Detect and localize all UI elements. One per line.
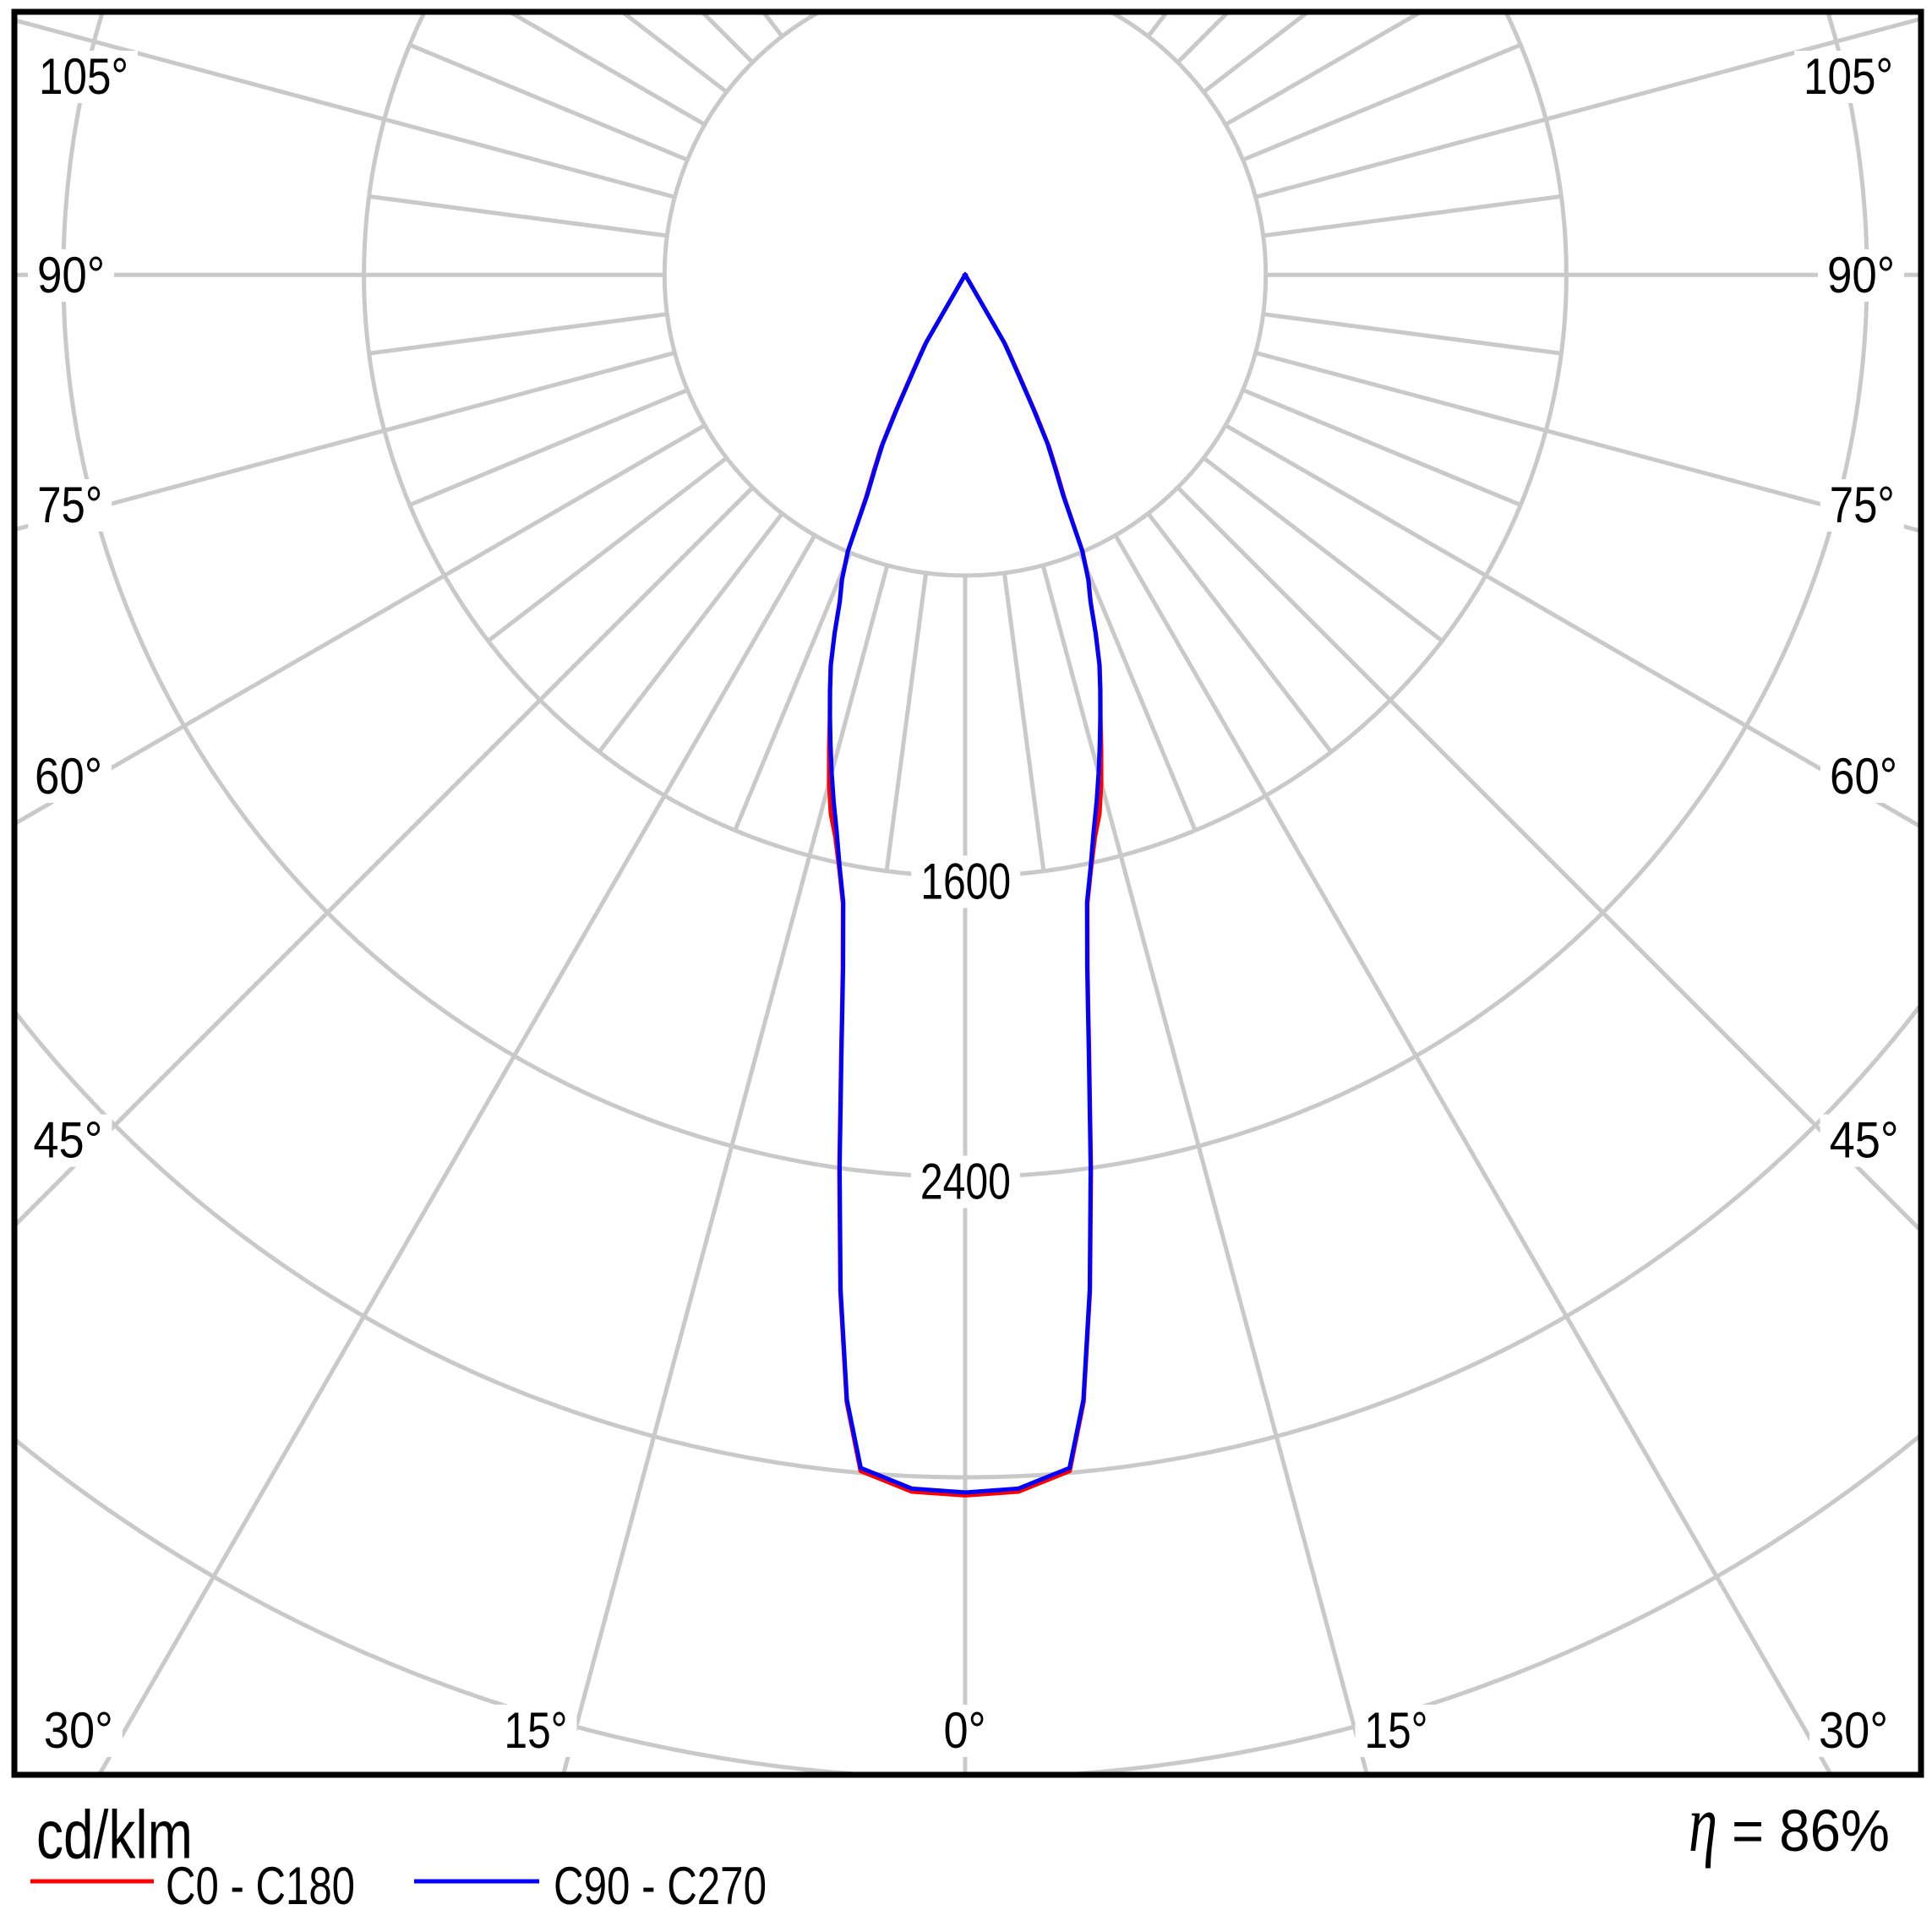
- svg-text:1600: 1600: [920, 853, 1011, 909]
- svg-text:105°: 105°: [1804, 48, 1893, 105]
- svg-text:C90 - C270: C90 - C270: [554, 1857, 767, 1916]
- svg-text:90°: 90°: [37, 247, 105, 303]
- svg-text:= 86%: = 86%: [1732, 1798, 1890, 1864]
- svg-text:30°: 30°: [1819, 1702, 1888, 1759]
- svg-text:2400: 2400: [920, 1154, 1011, 1210]
- svg-text:15°: 15°: [505, 1702, 568, 1759]
- svg-text:cd/klm: cd/klm: [36, 1798, 193, 1874]
- svg-text:0°: 0°: [944, 1702, 986, 1759]
- svg-text:75°: 75°: [1830, 477, 1895, 533]
- svg-text:60°: 60°: [1830, 748, 1897, 805]
- svg-text:η: η: [1689, 1778, 1717, 1869]
- svg-text:45°: 45°: [33, 1112, 102, 1169]
- svg-text:105°: 105°: [39, 48, 128, 105]
- svg-text:60°: 60°: [35, 748, 102, 805]
- svg-text:90°: 90°: [1827, 247, 1895, 303]
- svg-text:75°: 75°: [37, 477, 102, 533]
- svg-text:30°: 30°: [44, 1702, 113, 1759]
- svg-text:45°: 45°: [1830, 1112, 1899, 1169]
- svg-text:C0 - C180: C0 - C180: [166, 1857, 355, 1916]
- svg-text:15°: 15°: [1365, 1702, 1428, 1759]
